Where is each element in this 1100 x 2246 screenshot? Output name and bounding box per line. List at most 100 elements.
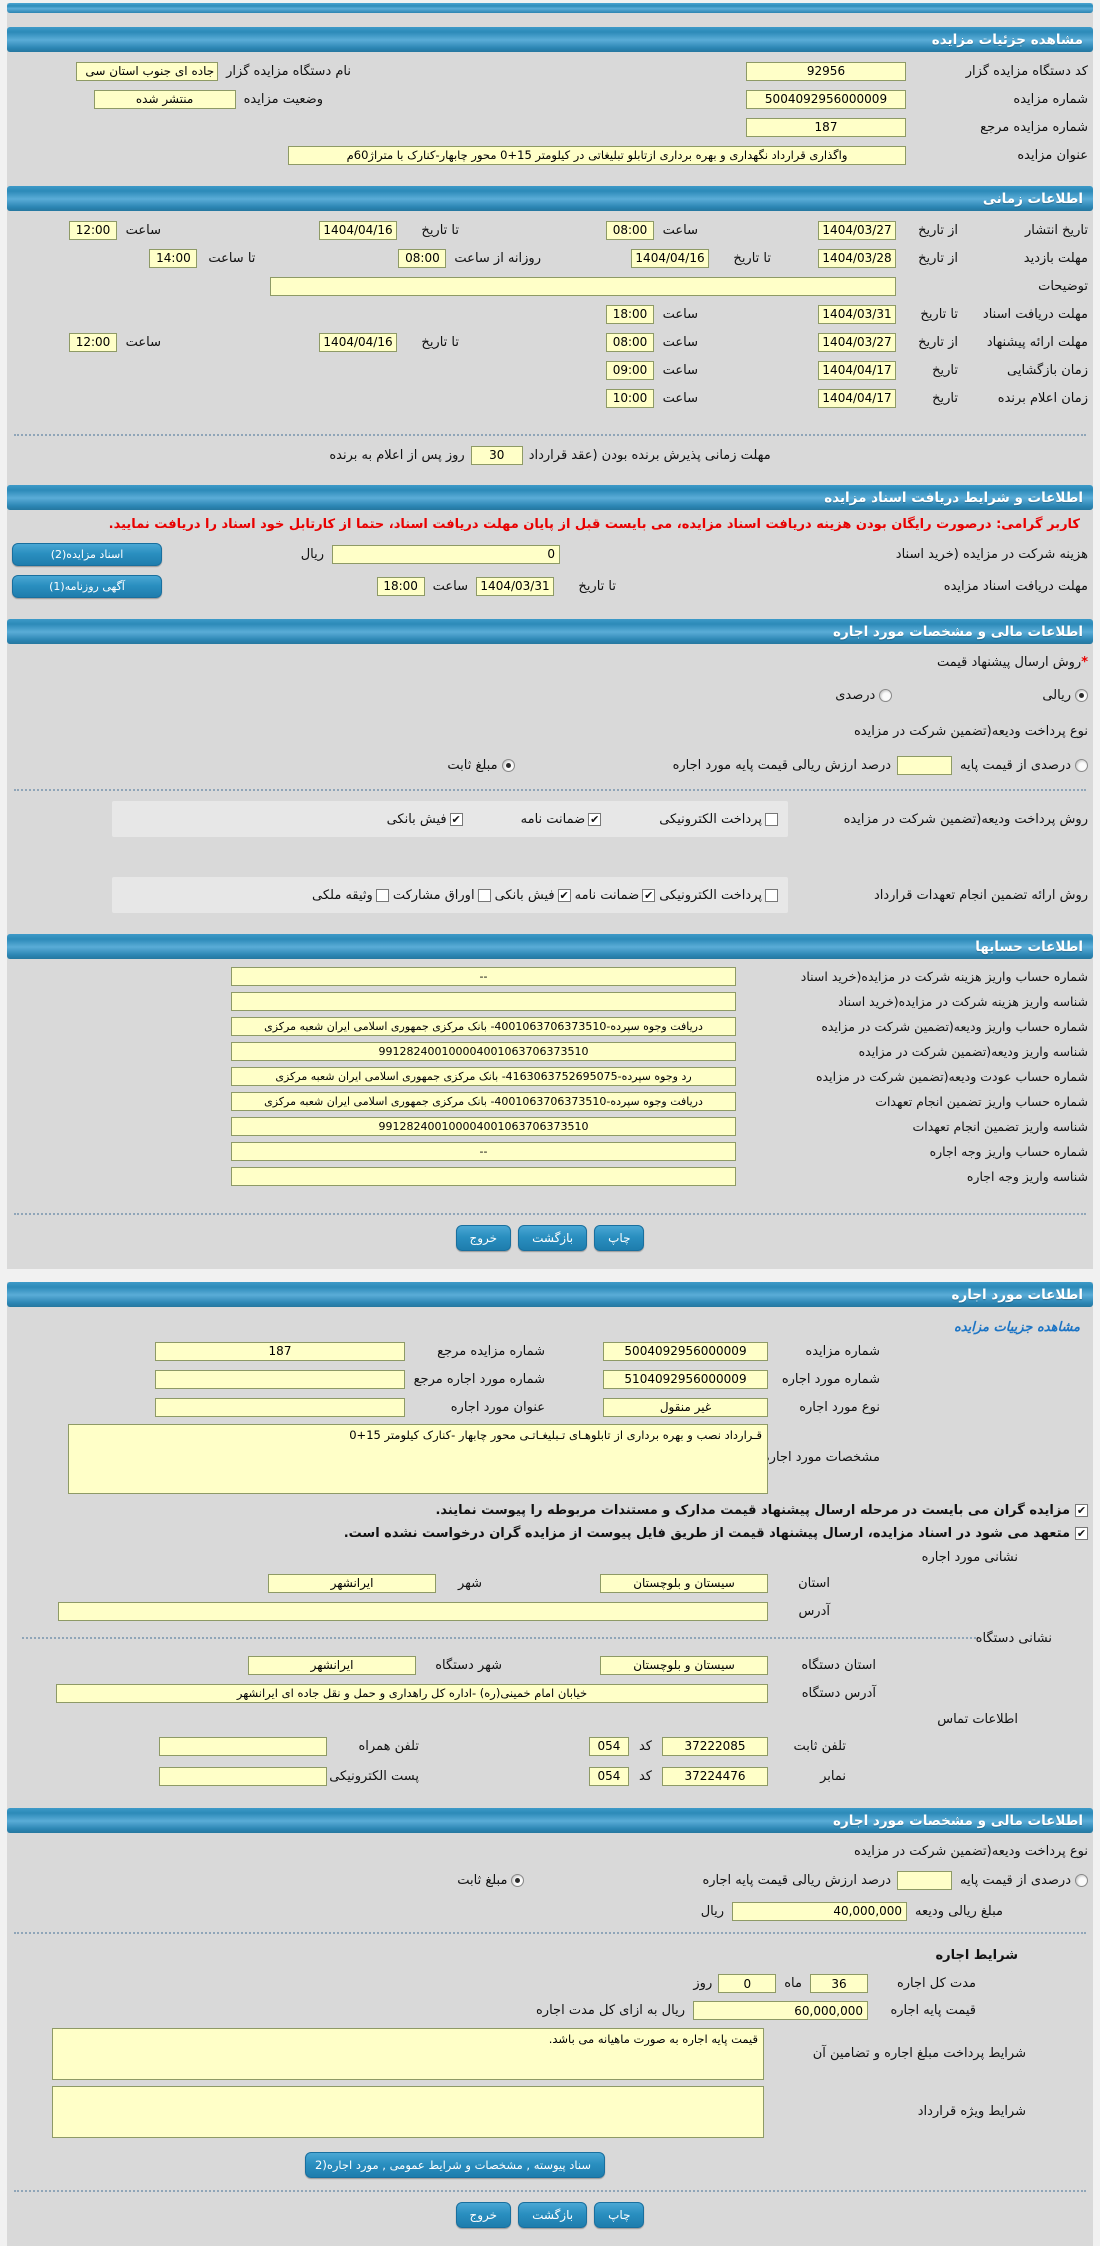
- lease-days-field[interactable]: 0: [718, 1974, 777, 1993]
- guarantee-option[interactable]: وثیقه ملکی: [312, 888, 389, 903]
- lease-item-spec-textarea[interactable]: قـرارداد نصب و بهره برداری از تابلوهـای …: [68, 1424, 768, 1494]
- visit-to-time-field[interactable]: 14:00: [149, 248, 198, 268]
- guarantee-option[interactable]: اوراق مشارکت: [393, 888, 491, 903]
- attached-docs-button[interactable]: سناد پیوسته , مشخصات و شرایط عمومی , مور…: [305, 2152, 605, 2178]
- org-city-field[interactable]: ایرانشهر: [248, 1655, 416, 1675]
- publish-from-date-field[interactable]: 1404/03/27: [818, 220, 896, 240]
- auction-ref-field[interactable]: 187: [746, 117, 906, 137]
- opening-time-field[interactable]: 09:00: [606, 360, 654, 380]
- back-button[interactable]: بازگشت: [518, 1225, 588, 1251]
- auction-ref-field[interactable]: 187: [155, 1341, 405, 1361]
- visit-from-date-field[interactable]: 1404/03/28: [818, 248, 896, 268]
- lease-months-field[interactable]: 36: [810, 1974, 868, 1993]
- docs-time-field[interactable]: 18:00: [606, 304, 654, 324]
- lease-item-ref-field[interactable]: [155, 1369, 405, 1389]
- guarantee-option[interactable]: فیش بانکی: [495, 888, 571, 903]
- visit-from-time-field[interactable]: 08:00: [398, 248, 447, 268]
- winner-time-field[interactable]: 10:00: [606, 388, 654, 408]
- pay-option[interactable]: پرداخت الکترونیکی: [659, 812, 778, 827]
- percent-of-base-field[interactable]: [897, 1870, 953, 1890]
- fax-field[interactable]: 37224476: [662, 1766, 768, 1786]
- offer-from-time-field[interactable]: 08:00: [606, 332, 654, 352]
- deposit-amount-field[interactable]: 40,000,000: [732, 1901, 908, 1921]
- docs-to-date-field[interactable]: 1404/03/31: [818, 304, 896, 324]
- notes-field[interactable]: [270, 276, 896, 296]
- docs-deadline-time-field[interactable]: 18:00: [376, 576, 425, 596]
- bank-receipt-checkbox[interactable]: [557, 888, 571, 902]
- account-row-field[interactable]: رد وجوه سپرده-4163063752695075- بانک مرک…: [231, 1067, 736, 1086]
- visit-to-date-field[interactable]: 1404/04/16: [631, 248, 709, 268]
- address-field[interactable]: [58, 1601, 768, 1621]
- phone-field[interactable]: 37222085: [662, 1736, 768, 1756]
- mobile-field[interactable]: [158, 1736, 327, 1756]
- participation-bonds-checkbox[interactable]: [477, 888, 491, 902]
- exit-button[interactable]: خروج: [455, 2202, 512, 2228]
- auction-title-field[interactable]: واگذاری قرارداد نگهداری و بهره برداری از…: [288, 145, 906, 165]
- lease-item-number-field[interactable]: 5104092956000009: [603, 1369, 768, 1389]
- agency-code-field[interactable]: 92956: [746, 61, 906, 81]
- pay-option[interactable]: فیش بانکی: [387, 812, 463, 827]
- no-file-required-checkbox[interactable]: [1075, 1527, 1088, 1540]
- account-row-field[interactable]: --: [231, 967, 736, 986]
- exit-button[interactable]: خروج: [455, 1225, 512, 1251]
- account-row-field[interactable]: دریافت وجوه سپرده-4001063706373510- بانک…: [231, 1092, 736, 1111]
- guarantee-letter-checkbox[interactable]: [642, 888, 656, 902]
- opening-date-field[interactable]: 1404/04/17: [818, 360, 896, 380]
- city-field[interactable]: ایرانشهر: [268, 1573, 436, 1593]
- account-row-field[interactable]: 991282400100004001063706373510: [231, 1117, 736, 1136]
- percent-of-base-field[interactable]: [897, 755, 953, 775]
- rial-radio[interactable]: [1075, 688, 1088, 702]
- content-area: مشاهده جزئیات مزایده کد دستگاه مزایده گز…: [2, 3, 1098, 2246]
- special-conditions-textarea[interactable]: [52, 2086, 764, 2138]
- print-button[interactable]: چاپ: [594, 1225, 645, 1251]
- phone-code-field[interactable]: 054: [588, 1736, 629, 1756]
- auction-status-field[interactable]: منتشر شده: [93, 89, 236, 109]
- org-province-field[interactable]: سیستان و بلوچستان: [600, 1655, 768, 1675]
- email-field[interactable]: [158, 1766, 327, 1786]
- attach-docs-checkbox[interactable]: [1075, 1504, 1088, 1517]
- account-row-field[interactable]: [231, 1167, 736, 1186]
- guarantee-option[interactable]: پرداخت الکترونیکی: [659, 888, 778, 903]
- property-collateral-checkbox[interactable]: [375, 888, 389, 902]
- guarantee-option[interactable]: ضمانت نامه: [575, 888, 656, 903]
- province-field[interactable]: سیستان و بلوچستان: [600, 1573, 768, 1593]
- fixed-amount-radio[interactable]: [501, 758, 515, 772]
- participation-fee-field[interactable]: 0: [332, 544, 560, 564]
- acceptance-days-field[interactable]: 30: [470, 445, 523, 465]
- auction-number-field[interactable]: 5004092956000009: [603, 1341, 768, 1361]
- guarantee-letter-checkbox[interactable]: [588, 812, 602, 826]
- print-button[interactable]: چاپ: [594, 2202, 645, 2228]
- winner-date-field[interactable]: 1404/04/17: [818, 388, 896, 408]
- electronic-payment-checkbox[interactable]: [765, 888, 778, 902]
- lease-item-type-field[interactable]: غیر منقول: [603, 1397, 768, 1417]
- agency-name-field[interactable]: جاده ای جنوب استان سی: [76, 61, 219, 81]
- percent-of-base-radio[interactable]: [1075, 758, 1088, 772]
- auction-number-field[interactable]: 5004092956000009: [746, 89, 906, 109]
- docs-deadline-date-field[interactable]: 1404/03/31: [476, 576, 554, 596]
- base-price-field[interactable]: 60,000,000: [693, 2001, 868, 2020]
- account-row-field[interactable]: [231, 992, 736, 1011]
- view-auction-details-link[interactable]: مشاهده جزییات مزایده: [953, 1320, 1080, 1335]
- account-row-field[interactable]: دریافت وجوه سپرده-4001063706373510- بانک…: [231, 1017, 736, 1036]
- newspaper-ad-button[interactable]: آگهی روزنامه(1): [12, 574, 162, 598]
- offer-from-date-field[interactable]: 1404/03/27: [818, 332, 896, 352]
- auction-docs-button[interactable]: اسناد مزایده(2): [12, 542, 162, 566]
- lease-item-title-field[interactable]: [155, 1397, 405, 1417]
- offer-to-date-field[interactable]: 1404/04/16: [319, 332, 397, 352]
- publish-to-time-field[interactable]: 12:00: [69, 220, 117, 240]
- offer-to-time-field[interactable]: 12:00: [69, 332, 117, 352]
- fax-code-field[interactable]: 054: [588, 1766, 629, 1786]
- payment-conditions-textarea[interactable]: قیمت پایه اجاره به صورت ماهیانه می باشد.: [52, 2028, 764, 2080]
- electronic-payment-checkbox[interactable]: [765, 812, 778, 826]
- publish-to-date-field[interactable]: 1404/04/16: [319, 220, 397, 240]
- back-button[interactable]: بازگشت: [518, 2202, 588, 2228]
- percent-of-base-radio[interactable]: [1075, 1873, 1088, 1887]
- org-address-field[interactable]: خیابان امام خمینی(ره) -اداره کل راهداری …: [56, 1683, 768, 1703]
- percent-radio[interactable]: [879, 688, 893, 702]
- fixed-amount-radio[interactable]: [511, 1873, 525, 1887]
- bank-receipt-checkbox[interactable]: [449, 812, 463, 826]
- account-row-field[interactable]: 991282400100004001063706373510: [231, 1042, 736, 1061]
- account-row-field[interactable]: --: [231, 1142, 736, 1161]
- publish-from-time-field[interactable]: 08:00: [606, 220, 654, 240]
- pay-option[interactable]: ضمانت نامه: [521, 812, 602, 827]
